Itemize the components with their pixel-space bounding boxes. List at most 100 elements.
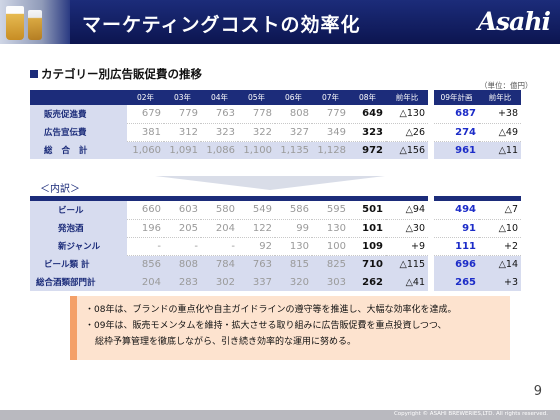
column-header: 07年 — [312, 90, 349, 105]
column-gap — [428, 219, 434, 237]
cell: △7 — [479, 201, 521, 220]
cell: 265 — [434, 273, 479, 291]
cell: △11 — [479, 141, 521, 159]
down-arrow-shape — [155, 176, 385, 190]
cell: 1,100 — [238, 141, 275, 159]
category-cost-table: 02年 03年 04年 05年 06年 07年 08年 前年比 09年計画 前年… — [30, 90, 521, 159]
column-gap — [428, 90, 434, 105]
table-header-row: 02年 03年 04年 05年 06年 07年 08年 前年比 09年計画 前年… — [30, 90, 521, 105]
cell: 262 — [349, 273, 386, 291]
cell: △10 — [479, 219, 521, 238]
asahi-logo: Asahi — [477, 7, 551, 36]
page-number: 9 — [533, 384, 542, 399]
column-gap — [428, 123, 434, 141]
cell: 494 — [434, 201, 479, 220]
beer-glass-icon — [6, 6, 24, 40]
cell: 283 — [164, 273, 201, 291]
column-gap — [428, 273, 434, 291]
cell: 92 — [238, 237, 275, 256]
cell: 130 — [312, 219, 349, 238]
cell: 323 — [201, 123, 238, 142]
cell: 1,060 — [127, 141, 164, 159]
cell: 100 — [312, 237, 349, 256]
cell: 549 — [238, 201, 275, 220]
cell: 603 — [164, 201, 201, 220]
cell: 130 — [275, 237, 312, 256]
cell: △26 — [386, 123, 428, 142]
row-label: 新ジャンル — [30, 237, 127, 255]
cell: 312 — [164, 123, 201, 142]
cell: 808 — [275, 105, 312, 124]
column-gap — [428, 105, 434, 123]
row-label: 発泡酒 — [30, 219, 127, 237]
table-row: 広告宣伝費 381 312 323 322 327 349 323 △26 27… — [30, 123, 521, 142]
cell: 649 — [349, 105, 386, 124]
breakdown-table: ビール 660 603 580 549 586 595 501 △94 494 … — [30, 196, 521, 291]
table-row: 新ジャンル - - - 92 130 100 109 +9 111 +2 — [30, 237, 521, 256]
row-label: ビール — [30, 201, 127, 219]
cell: △49 — [479, 123, 521, 142]
cell: 349 — [312, 123, 349, 142]
total-row: 総 合 計 1,060 1,091 1,086 1,100 1,135 1,12… — [30, 141, 521, 159]
cell: 320 — [275, 273, 312, 291]
cell: 101 — [349, 219, 386, 238]
column-header: 前年比 — [386, 90, 428, 105]
header-blank-cell — [30, 90, 127, 105]
cell: 337 — [238, 273, 275, 291]
cell: 1,128 — [312, 141, 349, 159]
cell: 660 — [127, 201, 164, 220]
unit-label: （単位：億円） — [480, 81, 533, 90]
footer-bar: Copyright © ASAHI BREWERIES,LTD. All rig… — [0, 410, 560, 420]
column-header: 02年 — [127, 90, 164, 105]
cell: 815 — [275, 255, 312, 273]
note-line: ・09年は、販売モメンタムを維持・拡大させる取り組みに広告販促費を重点投資しつつ… — [85, 321, 447, 331]
column-gap — [428, 237, 434, 255]
cell: △130 — [386, 105, 428, 124]
cell: △94 — [386, 201, 428, 220]
cell: 696 — [434, 255, 479, 273]
row-label: 販売促進費 — [30, 105, 127, 123]
cell: 323 — [349, 123, 386, 142]
cell: +3 — [479, 273, 521, 291]
cell: 763 — [201, 105, 238, 124]
row-label: 総合酒類部門計 — [30, 273, 127, 291]
cell: 779 — [312, 105, 349, 124]
column-gap — [428, 255, 434, 273]
cell: △115 — [386, 255, 428, 273]
column-gap — [428, 196, 434, 201]
beer-glass-icon — [28, 10, 42, 40]
column-header: 08年 — [349, 90, 386, 105]
cell: 327 — [275, 123, 312, 142]
cell: 595 — [312, 201, 349, 220]
cell: 274 — [434, 123, 479, 142]
table-header-row — [30, 196, 521, 201]
cell: 710 — [349, 255, 386, 273]
cell: 204 — [127, 273, 164, 291]
column-header: 前年比 — [479, 90, 521, 105]
cell: △41 — [386, 273, 428, 291]
header-strip — [434, 196, 521, 201]
cell: 302 — [201, 273, 238, 291]
cell: 91 — [434, 219, 479, 238]
cell: 779 — [164, 105, 201, 124]
table-row: 販売促進費 679 779 763 778 808 779 649 △130 6… — [30, 105, 521, 124]
beer-glasses-photo — [0, 0, 70, 44]
cell: 580 — [201, 201, 238, 220]
cell: 109 — [349, 237, 386, 256]
row-label: 広告宣伝費 — [30, 123, 127, 141]
note-line: ・08年は、ブランドの重点化や自主ガイドラインの遵守等を推進し、大幅な効率化を達… — [85, 305, 457, 315]
cell: 322 — [238, 123, 275, 142]
cell: - — [201, 237, 238, 256]
cell: - — [164, 237, 201, 256]
summary-note-box: ・08年は、ブランドの重点化や自主ガイドラインの遵守等を推進し、大幅な効率化を達… — [70, 296, 510, 360]
column-gap — [428, 141, 434, 159]
subtotal-row: ビール類 計 856 808 784 763 815 825 710 △115 … — [30, 255, 521, 273]
column-header: 04年 — [201, 90, 238, 105]
header-strip — [30, 196, 428, 201]
cell: +2 — [479, 237, 521, 256]
cell: △14 — [479, 255, 521, 273]
table-row: ビール 660 603 580 549 586 595 501 △94 494 … — [30, 201, 521, 220]
cell: +9 — [386, 237, 428, 256]
cell: 196 — [127, 219, 164, 238]
cell: 961 — [434, 141, 479, 159]
